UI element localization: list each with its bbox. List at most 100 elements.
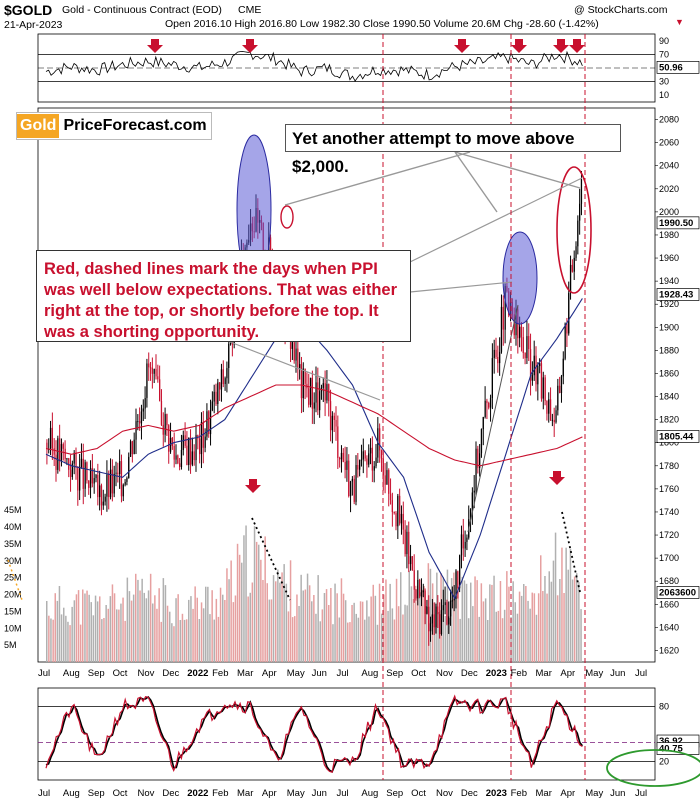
candle-body — [304, 368, 306, 384]
volume-bar — [554, 532, 557, 662]
volume-bar — [501, 618, 504, 662]
callout-pointer-1 — [454, 151, 581, 189]
volume-bar — [283, 564, 285, 662]
volume-bar — [359, 601, 362, 662]
candle-body — [88, 480, 90, 488]
price-tick-label: 1920 — [659, 299, 679, 309]
candle-body — [146, 363, 148, 398]
candle-body — [337, 426, 339, 458]
candle-body — [493, 349, 495, 359]
ma200-last-value: 1805.44 — [659, 431, 694, 442]
price-tick-label: 2000 — [659, 207, 679, 217]
candle-body — [209, 410, 212, 435]
volume-bar — [79, 624, 82, 662]
down-arrow-icon: ▼ — [675, 17, 684, 27]
candle-body — [475, 448, 477, 491]
candle-body — [539, 363, 541, 367]
candle-body — [309, 377, 312, 405]
volume-bar — [262, 580, 264, 662]
candle-body — [353, 478, 355, 502]
volume-bar — [253, 526, 256, 662]
candle-body — [211, 401, 213, 411]
volume-bar — [576, 573, 578, 662]
stoch-x-month-label: Dec — [162, 788, 179, 799]
candle-body — [420, 592, 423, 597]
candle-body — [357, 465, 359, 470]
candle-body — [369, 447, 372, 454]
candle-body — [451, 600, 453, 602]
price-x-month-label: Apr — [262, 668, 277, 679]
candle-body — [544, 377, 546, 401]
price-tick-label: 1880 — [659, 345, 679, 355]
volume-bar — [217, 616, 220, 662]
stoch-x-month-label: Feb — [212, 788, 228, 799]
volume-bar — [171, 623, 173, 662]
candle-body — [153, 369, 155, 374]
candle-body — [180, 450, 183, 467]
candle-body — [389, 493, 392, 501]
volume-bar — [573, 576, 576, 662]
stoch-x-month-label: Nov — [138, 788, 155, 799]
candle-body — [51, 427, 53, 449]
volume-bar — [448, 618, 451, 662]
volume-bar — [192, 608, 194, 662]
candle-body — [73, 452, 75, 464]
volume-bar — [50, 618, 52, 662]
volume-bar — [275, 581, 277, 662]
volume-tick-label: 10M — [4, 623, 22, 633]
candle-body — [93, 478, 95, 484]
volume-bar — [455, 569, 457, 662]
gold-price-forecast-logo: Gold PriceForecast.com — [16, 112, 212, 140]
volume-bar — [372, 584, 374, 662]
candle-body — [89, 468, 92, 488]
volume-bar — [164, 585, 167, 662]
volume-bar — [90, 602, 92, 662]
volume-bar — [542, 591, 544, 662]
volume-bar — [56, 600, 59, 662]
candle-body — [64, 448, 66, 459]
highlight-circle-small — [280, 205, 294, 229]
volume-bar — [361, 601, 364, 662]
green-highlight-ellipse — [606, 749, 700, 787]
volume-bar — [304, 589, 307, 662]
volume-bar — [467, 618, 470, 662]
volume-bar — [166, 605, 169, 662]
volume-bar — [52, 619, 54, 662]
volume-bar — [340, 578, 343, 662]
candle-body — [62, 444, 64, 449]
price-x-month-label: Sep — [386, 668, 403, 679]
candle-body — [208, 411, 210, 435]
price-tick-label: 1960 — [659, 253, 679, 263]
price-x-month-label: Jul — [635, 668, 647, 679]
candle-body — [495, 349, 497, 357]
candle-body — [135, 421, 137, 440]
candle-body — [164, 414, 166, 435]
price-tick-label: 1780 — [659, 461, 679, 471]
volume-bar — [181, 613, 184, 662]
candle-body — [228, 343, 230, 368]
volume-bar — [147, 590, 150, 662]
volume-bar — [400, 572, 402, 662]
stoch-x-month-label: Oct — [113, 788, 128, 799]
volume-bar — [54, 593, 56, 662]
stoch-x-month-label: Jun — [610, 788, 625, 799]
candle-body — [126, 478, 128, 482]
candle-body — [308, 388, 310, 405]
rsi-down-arrow-icon-2 — [454, 39, 470, 53]
candle-body — [571, 264, 573, 272]
candle-body — [457, 571, 459, 589]
stoch-fast-line — [45, 694, 583, 773]
volume-bar — [308, 585, 311, 662]
volume-bar — [393, 619, 396, 662]
candle-body — [560, 376, 563, 393]
volume-bar — [351, 605, 353, 662]
volume-bar — [349, 622, 351, 662]
volume-bar — [245, 525, 247, 662]
candle-body — [199, 438, 201, 455]
candle-body — [502, 306, 504, 330]
candle-body — [551, 419, 553, 421]
volume-bar — [238, 554, 241, 662]
candle-body — [169, 437, 172, 452]
volume-bar — [154, 595, 156, 662]
volume-bar — [378, 583, 381, 662]
